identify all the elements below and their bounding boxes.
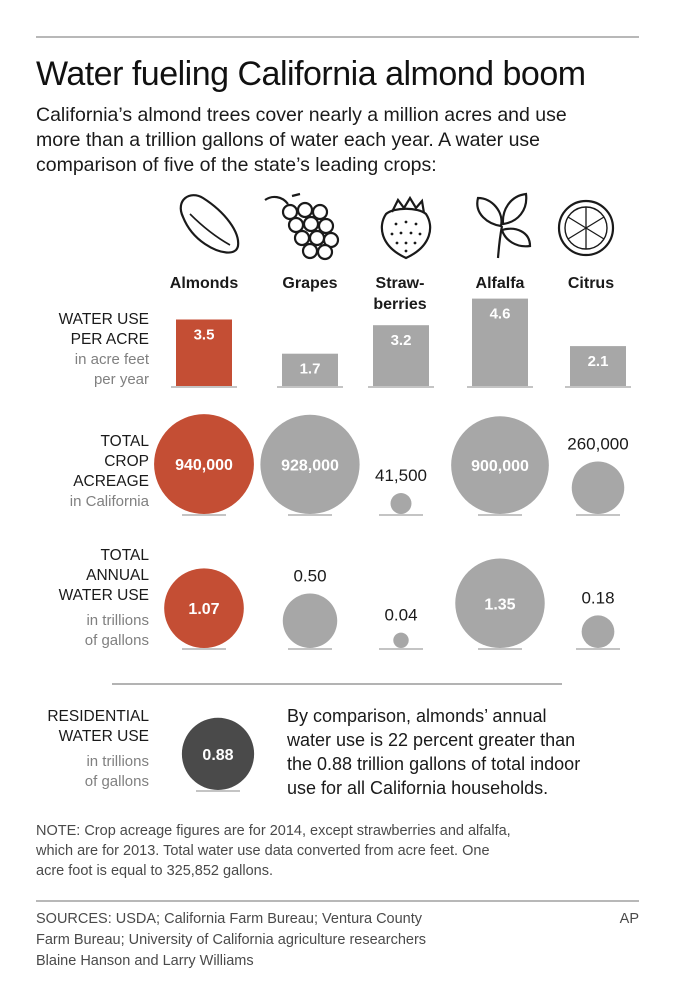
almond-icon xyxy=(179,194,240,254)
bubble-value-label: 900,000 xyxy=(471,458,529,475)
bubble-value-label: 41,500 xyxy=(375,466,427,485)
note-line: acre foot is equal to 325,852 gallons. xyxy=(36,863,273,879)
bubble-value-label: 1.35 xyxy=(484,596,515,613)
intro-line: more than a trillion gallons of water ea… xyxy=(36,129,541,151)
crop-label-grapes: Grapes xyxy=(282,275,338,292)
alfalfa-leaf-icon xyxy=(476,192,532,259)
acreage-bubbles: 940,000 928,000 41,500 900,000 260,000 xyxy=(154,414,629,516)
residential-bubble: 0.88 xyxy=(181,717,255,792)
bar-value-label: 2.1 xyxy=(588,353,609,370)
bubble-value-label: 928,000 xyxy=(281,457,339,474)
bar-value-label: 3.5 xyxy=(194,327,215,344)
comparison-line: water use is 22 percent greater than xyxy=(287,730,576,750)
row-label-water-per-acre: WATER USE PER ACRE in acre feet per year xyxy=(58,311,149,388)
note-text: NOTE: Crop acreage figures are for 2014,… xyxy=(36,821,656,881)
comparison-line: the 0.88 trillion gallons of total indoo… xyxy=(287,754,581,774)
intro-line: California’s almond trees cover nearly a… xyxy=(36,104,567,126)
intro-text: California’s almond trees cover nearly a… xyxy=(36,103,656,178)
source-line: SOURCES: USDA; California Farm Bureau; V… xyxy=(36,911,423,927)
row-label-acreage: TOTAL CROP ACREAGE in California xyxy=(69,433,149,510)
intro-line: comparison of five of the state’s leadin… xyxy=(36,154,437,176)
top-rule xyxy=(36,36,639,38)
bubble-almonds xyxy=(154,414,254,514)
bubble-citrus xyxy=(571,461,625,514)
bar-almonds xyxy=(176,319,232,386)
crop-label-strawberries: Straw- berries xyxy=(373,275,427,313)
citrus-slice-icon xyxy=(557,199,615,257)
bubble-almonds xyxy=(164,568,244,648)
crop-label-almonds: Almonds xyxy=(169,275,239,292)
water-per-acre-bars: 3.5 1.7 3.2 4.6 2.1 xyxy=(171,298,631,388)
bar-strawberries xyxy=(373,325,429,386)
bubble-value-label: 940,000 xyxy=(175,457,233,474)
bubble-value-label: 260,000 xyxy=(567,434,628,453)
bubble-alfalfa xyxy=(451,416,549,514)
bubble-value-label: 0.04 xyxy=(384,606,417,625)
bar-value-label: 1.7 xyxy=(300,361,321,378)
comparison-line: use for all California households. xyxy=(287,778,549,798)
source-line: Blaine Hanson and Larry Williams xyxy=(36,953,254,969)
comparison-line: By comparison, almonds’ annual xyxy=(287,706,547,726)
footer-rule xyxy=(36,900,639,902)
comparison-text: By comparison, almonds’ annual water use… xyxy=(287,704,647,800)
crop-label-alfalfa: Alfalfa xyxy=(475,275,525,292)
crop-label-citrus: Citrus xyxy=(567,275,615,292)
bubble-alfalfa xyxy=(455,558,545,648)
bubble-grapes xyxy=(282,593,338,648)
bar-alfalfa xyxy=(472,298,528,386)
page-title: Water fueling California almond boom xyxy=(36,55,586,93)
row-label-residential: RESIDENTIAL WATER USE in trillions of ga… xyxy=(47,708,149,790)
bar-value-label: 3.2 xyxy=(391,332,412,349)
bubble-value-label: 0.88 xyxy=(202,747,233,764)
bubble-value-label: 0.50 xyxy=(293,567,326,586)
bubble-strawberries xyxy=(390,493,412,514)
bar-value-label: 4.6 xyxy=(490,306,511,323)
bar-citrus xyxy=(570,346,626,386)
note-line: NOTE: Crop acreage figures are for 2014,… xyxy=(36,823,511,839)
bubble-value-label: 1.07 xyxy=(188,601,219,618)
bubble-strawberries xyxy=(393,632,409,648)
source-line: Farm Bureau; University of California ag… xyxy=(36,932,427,948)
annual-use-bubbles: 1.07 0.50 0.04 1.35 0.18 xyxy=(164,558,620,650)
sources-text: SOURCES: USDA; California Farm Bureau; V… xyxy=(36,909,596,972)
row-label-annual-use: TOTAL ANNUAL WATER USE in trillions of g… xyxy=(58,547,149,649)
bubble-residential xyxy=(181,717,255,790)
bubble-citrus xyxy=(581,615,615,648)
strawberry-icon xyxy=(380,195,432,260)
note-line: which are for 2013. Total water use data… xyxy=(36,843,490,859)
credit-text: AP xyxy=(619,911,639,927)
bubble-value-label: 0.18 xyxy=(581,588,614,607)
bar-grapes xyxy=(282,353,338,386)
grapes-icon xyxy=(264,192,340,261)
bubble-grapes xyxy=(260,414,360,514)
